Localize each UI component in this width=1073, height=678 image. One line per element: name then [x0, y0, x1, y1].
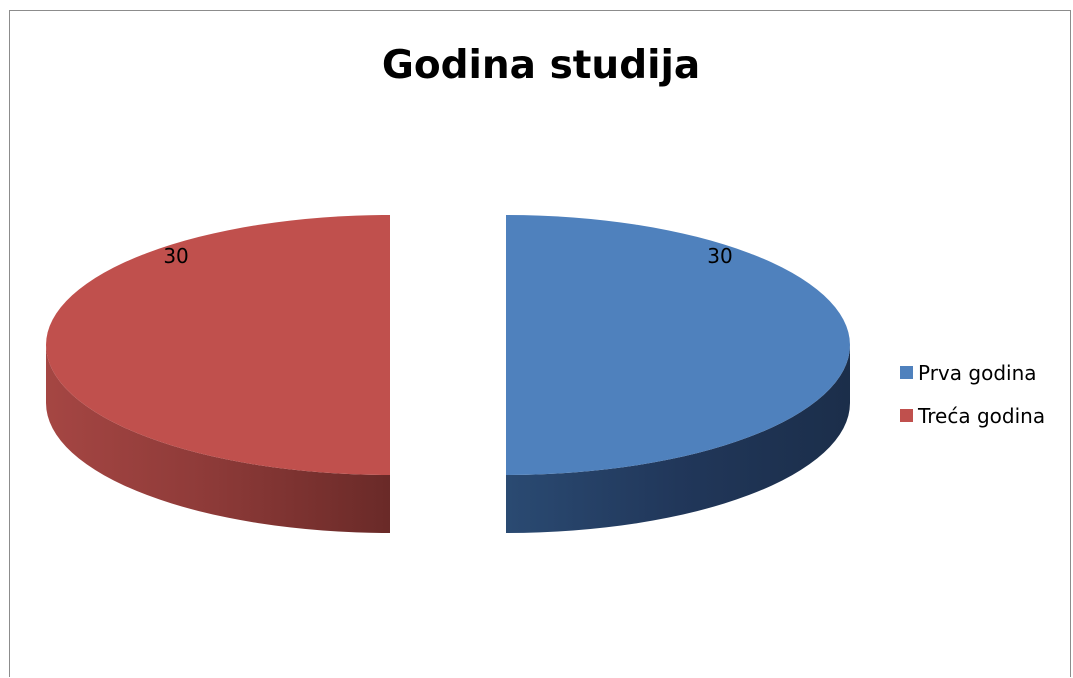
data-label-tre-a-godina: 30: [163, 244, 188, 268]
chart-area: Godina studija 30 30 Prva godina Treća go…: [9, 10, 1071, 677]
pie-chart: 30 30: [46, 215, 850, 533]
legend-item-treca-godina: Treća godina: [900, 402, 1073, 429]
legend: Prva godina Treća godina: [900, 359, 1073, 445]
legend-label-treca-godina: Treća godina: [918, 403, 1046, 428]
legend-item-prva-godina: Prva godina: [900, 359, 1073, 386]
pie-slice-wall-tre-a-godina: [46, 345, 390, 533]
pie-slice-prva-godina: [506, 215, 850, 475]
chart-title: Godina studija: [381, 43, 701, 88]
pie-slice-tre-a-godina: [46, 215, 390, 475]
pie-slice-wall-prva-godina: [506, 345, 850, 533]
data-label-prva-godina: 30: [707, 244, 732, 268]
legend-label-prva-godina: Prva godina: [918, 360, 1037, 385]
legend-swatch-prva-godina: [900, 366, 913, 379]
legend-swatch-treca-godina: [900, 409, 913, 422]
